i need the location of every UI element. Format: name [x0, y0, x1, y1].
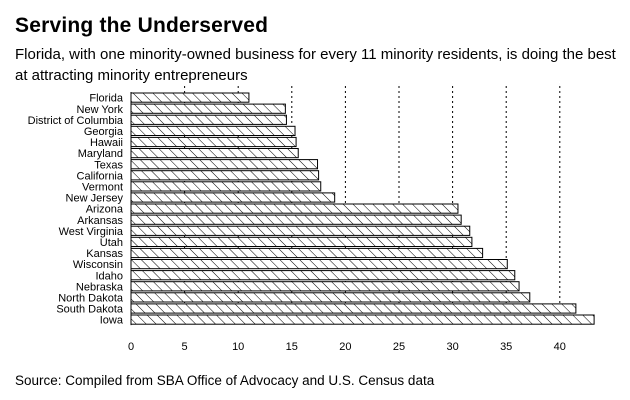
category-label-north-dakota: North Dakota [58, 293, 124, 305]
bar-maryland [130, 148, 299, 159]
category-label-georgia: Georgia [84, 126, 124, 138]
bar-arizona [130, 203, 459, 214]
x-tick-label-10: 10 [232, 341, 244, 353]
category-label-hawaii: Hawaii [90, 137, 123, 149]
x-tick-label-20: 20 [339, 341, 351, 353]
category-label-district-of-columbia: District of Columbia [28, 115, 124, 127]
x-tick-label-0: 0 [128, 341, 134, 353]
bar-hawaii [130, 136, 297, 148]
bar-new-jersey [130, 192, 336, 203]
bar-florida [130, 92, 250, 103]
bar-district-of-columbia [130, 114, 287, 125]
category-label-new-york: New York [77, 104, 124, 116]
bar-texas [130, 159, 319, 170]
category-label-arkansas: Arkansas [77, 215, 123, 227]
bar-new-york [130, 103, 286, 114]
category-label-kansas: Kansas [86, 248, 123, 260]
bar-iowa [130, 314, 595, 325]
bar-south-dakota [130, 303, 577, 314]
x-tick-label-35: 35 [500, 341, 512, 353]
bar-idaho [130, 270, 516, 281]
chart-title: Serving the Underserved [15, 14, 269, 37]
x-axis-ticks: 0 5 10 15 20 25 30 35 40 [128, 341, 566, 353]
bar-kansas [130, 247, 484, 259]
category-label-south-dakota: South Dakota [56, 304, 124, 316]
category-label-maryland: Maryland [78, 148, 123, 160]
category-label-nebraska: Nebraska [76, 281, 124, 293]
x-tick-label-5: 5 [182, 341, 188, 353]
category-label-california: California [77, 170, 124, 182]
category-label-iowa: Iowa [100, 315, 124, 327]
category-label-idaho: Idaho [95, 270, 123, 282]
category-label-utah: Utah [100, 237, 123, 249]
bar-wisconsin [130, 259, 508, 270]
x-tick-label-30: 30 [446, 341, 458, 353]
category-label-florida: Florida [89, 93, 124, 105]
category-label-new-jersey: New Jersey [66, 193, 124, 205]
category-label-west-virginia: West Virginia [59, 226, 124, 238]
x-tick-label-40: 40 [554, 341, 566, 353]
category-label-texas: Texas [94, 159, 123, 171]
category-label-vermont: Vermont [82, 182, 123, 194]
bar-vermont [130, 181, 322, 192]
x-tick-label-25: 25 [393, 341, 405, 353]
bar-north-dakota [130, 292, 531, 303]
bar-utah [130, 236, 473, 248]
category-label-wisconsin: Wisconsin [73, 259, 123, 271]
source-note: Source: Compiled from SBA Office of Advo… [15, 373, 435, 388]
bar-arkansas [130, 214, 462, 225]
bar-georgia [130, 125, 296, 137]
bar-nebraska [130, 281, 520, 292]
category-label-arizona: Arizona [86, 204, 124, 216]
x-tick-label-15: 15 [286, 341, 298, 353]
bar-california [130, 170, 320, 181]
bars [130, 92, 595, 326]
chart-subtitle: Florida, with one minority-owned busines… [15, 46, 616, 84]
bar-west-virginia [130, 225, 471, 236]
